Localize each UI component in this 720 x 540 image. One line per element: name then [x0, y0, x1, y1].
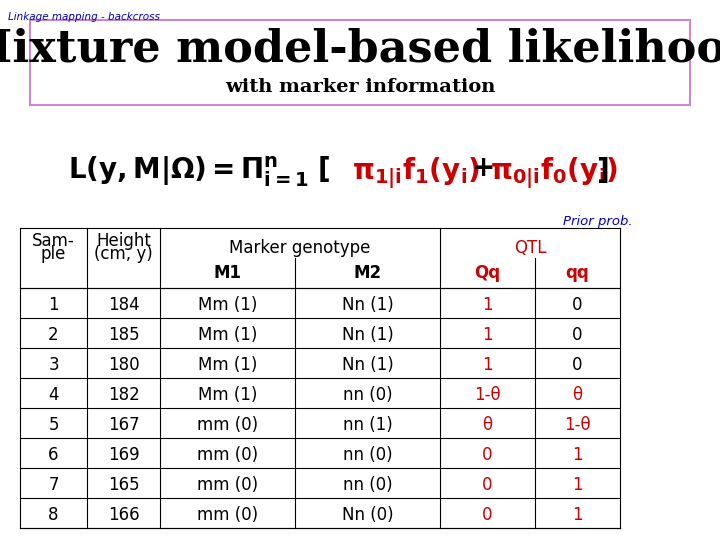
Text: 169: 169 [108, 446, 139, 464]
Text: Sam-: Sam- [32, 232, 75, 250]
Text: Nn (1): Nn (1) [341, 356, 393, 374]
Text: QTL: QTL [514, 239, 546, 257]
Text: 184: 184 [108, 296, 139, 314]
Text: $\mathbf{]}$: $\mathbf{]}$ [596, 155, 608, 185]
Text: 0: 0 [482, 476, 492, 494]
Text: 6: 6 [48, 446, 59, 464]
Text: 185: 185 [108, 326, 139, 344]
Text: θ: θ [572, 386, 582, 404]
Text: Prior prob.: Prior prob. [563, 215, 633, 228]
Text: 5: 5 [48, 416, 59, 434]
Text: qq: qq [566, 264, 590, 282]
Text: $\mathbf{\pi_{0|i}f_0(y_i)}$: $\mathbf{\pi_{0|i}f_0(y_i)}$ [490, 155, 618, 191]
Text: mm (0): mm (0) [197, 476, 258, 494]
Text: 0: 0 [482, 446, 492, 464]
Text: 0: 0 [572, 326, 582, 344]
Text: Nn (1): Nn (1) [341, 296, 393, 314]
Text: Qq: Qq [474, 264, 500, 282]
Text: 0: 0 [572, 296, 582, 314]
Text: Mm (1): Mm (1) [198, 296, 257, 314]
Text: 180: 180 [108, 356, 139, 374]
Text: Nn (1): Nn (1) [341, 326, 393, 344]
Text: with marker information: with marker information [225, 78, 495, 96]
Text: 1-θ: 1-θ [564, 416, 591, 434]
Text: 1: 1 [482, 326, 492, 344]
Text: 7: 7 [48, 476, 59, 494]
Text: 1: 1 [572, 506, 582, 524]
Text: (cm, y): (cm, y) [94, 245, 153, 263]
Text: 3: 3 [48, 356, 59, 374]
Text: 2: 2 [48, 326, 59, 344]
Text: 1: 1 [572, 446, 582, 464]
Text: mm (0): mm (0) [197, 506, 258, 524]
Text: 1-θ: 1-θ [474, 386, 501, 404]
Text: 1: 1 [482, 296, 492, 314]
Text: M2: M2 [354, 264, 382, 282]
Text: Nn (0): Nn (0) [342, 506, 393, 524]
Text: 8: 8 [48, 506, 59, 524]
Text: Mm (1): Mm (1) [198, 386, 257, 404]
Text: nn (0): nn (0) [343, 386, 392, 404]
Text: mm (0): mm (0) [197, 416, 258, 434]
Text: $\mathbf{L(y,M|\Omega) = \Pi_{i=1}^{n}\ [}$: $\mathbf{L(y,M|\Omega) = \Pi_{i=1}^{n}\ … [68, 155, 330, 190]
Text: 166: 166 [108, 506, 139, 524]
Text: 182: 182 [107, 386, 140, 404]
Text: 0: 0 [572, 356, 582, 374]
Text: M1: M1 [214, 264, 241, 282]
Text: 4: 4 [48, 386, 59, 404]
Text: mm (0): mm (0) [197, 446, 258, 464]
Text: $\mathbf{\pi_{1|i}f_1(y_i)}$: $\mathbf{\pi_{1|i}f_1(y_i)}$ [352, 155, 480, 191]
Text: 1: 1 [48, 296, 59, 314]
Text: Linkage mapping - backcross: Linkage mapping - backcross [8, 12, 160, 22]
Text: $\mathbf{\ +\ }$: $\mathbf{\ +\ }$ [457, 155, 494, 182]
Text: nn (0): nn (0) [343, 476, 392, 494]
Text: 1: 1 [482, 356, 492, 374]
Text: Height: Height [96, 232, 151, 250]
Text: 167: 167 [108, 416, 139, 434]
Text: 1: 1 [572, 476, 582, 494]
Text: 0: 0 [482, 506, 492, 524]
Text: Marker genotype: Marker genotype [229, 239, 371, 257]
Text: ple: ple [41, 245, 66, 263]
Text: Mixture model-based likelihood: Mixture model-based likelihood [0, 28, 720, 71]
Text: 165: 165 [108, 476, 139, 494]
Text: θ: θ [482, 416, 492, 434]
Text: nn (1): nn (1) [343, 416, 392, 434]
Text: Mm (1): Mm (1) [198, 356, 257, 374]
Text: Mm (1): Mm (1) [198, 326, 257, 344]
Text: nn (0): nn (0) [343, 446, 392, 464]
